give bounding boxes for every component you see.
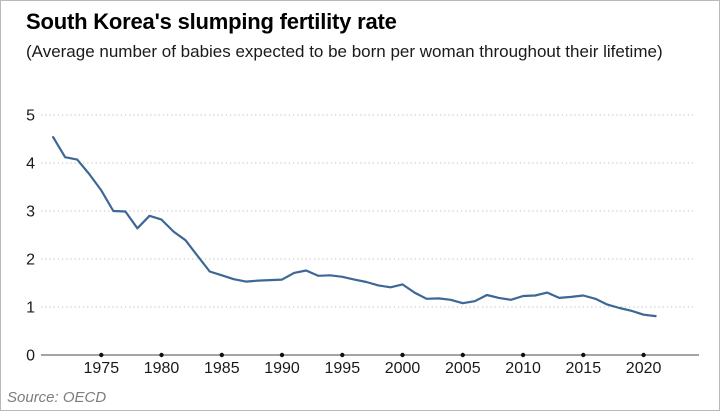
x-tick-dot: [99, 352, 104, 358]
x-tick-label: 2020: [626, 360, 662, 377]
x-tick-dot: [460, 352, 465, 358]
x-tick-label: 1985: [204, 360, 240, 377]
x-tick-label: 1980: [144, 360, 180, 377]
fertility-line: [51, 136, 657, 318]
y-tick-label: 0: [26, 348, 35, 365]
x-tick-dot: [340, 352, 345, 358]
x-tick-dot: [520, 352, 526, 358]
x-tick-label: 1975: [84, 360, 120, 377]
x-tick-label: 2015: [566, 360, 602, 377]
x-tick-label: 2005: [445, 360, 481, 377]
x-tick-dot: [219, 352, 224, 358]
chart-subtitle: (Average number of babies expected to be…: [26, 42, 663, 61]
x-tick-dot: [581, 352, 586, 358]
x-tick-label: 2010: [505, 360, 541, 377]
y-tick-label: 2: [26, 252, 35, 269]
y-tick-label: 3: [26, 204, 35, 221]
y-tick-label: 5: [26, 108, 35, 125]
x-tick-dot: [400, 352, 405, 358]
y-tick-label: 1: [26, 300, 35, 317]
x-tick-dot: [159, 352, 164, 358]
chart-title: South Korea's slumping fertility rate: [26, 9, 397, 34]
x-tick-dot: [641, 352, 646, 358]
x-tick-label: 1990: [264, 360, 300, 377]
x-tick-label: 2000: [385, 360, 421, 377]
x-tick-label: 1995: [325, 360, 361, 377]
source-note: Source: OECD: [7, 389, 107, 406]
x-tick-dot: [279, 352, 285, 358]
y-tick-label: 4: [26, 156, 35, 173]
